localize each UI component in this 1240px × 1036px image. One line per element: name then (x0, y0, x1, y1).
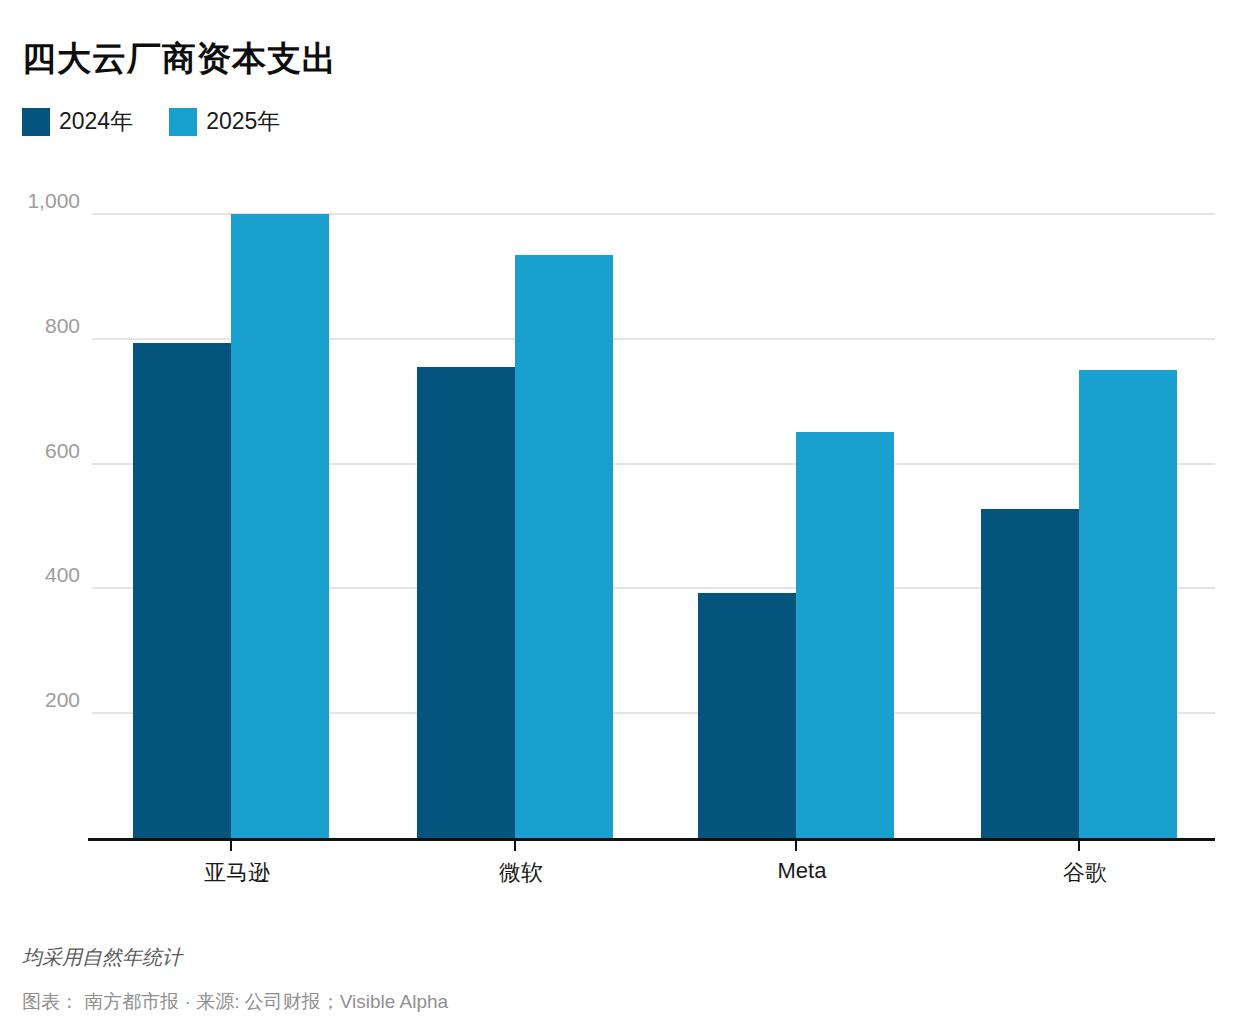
bar-微软-2025年 (515, 255, 613, 838)
y-axis-tick-label: 200 (45, 688, 80, 712)
x-axis-label-亚马逊: 亚马逊 (204, 858, 270, 888)
x-axis-line (88, 838, 1215, 841)
y-axis-tick-label: 800 (45, 314, 80, 338)
chart-page: 四大云厂商资本支出 2024年2025年 2004006008001,000 亚… (0, 0, 1240, 1036)
x-axis-label-谷歌: 谷歌 (1063, 858, 1107, 888)
bar-亚马逊-2024年 (133, 343, 231, 838)
bar-谷歌-2025年 (1079, 370, 1177, 838)
bar-微软-2024年 (417, 367, 515, 838)
chart-credit: 图表： 南方都市报 · 来源: 公司财报；Visible Alpha (22, 989, 448, 1015)
x-axis-tick (230, 841, 232, 851)
bar-Meta-2024年 (698, 593, 796, 838)
bar-Meta-2025年 (796, 432, 894, 838)
bar-chart: 2004006008001,000 亚马逊微软Meta谷歌 (0, 0, 1240, 1036)
bar-亚马逊-2025年 (231, 214, 329, 838)
x-axis-tick (795, 841, 797, 851)
y-axis-tick-label: 1,000 (27, 189, 80, 213)
chart-footnote: 均采用自然年统计 (22, 944, 182, 971)
x-axis-label-微软: 微软 (499, 858, 543, 888)
x-axis-tick (1078, 841, 1080, 851)
x-axis-tick (514, 841, 516, 851)
bar-谷歌-2024年 (981, 509, 1079, 838)
y-axis-tick-label: 400 (45, 563, 80, 587)
x-axis-label-Meta: Meta (778, 858, 827, 884)
plot-area: 2004006008001,000 (92, 184, 1215, 838)
y-axis-tick-label: 600 (45, 439, 80, 463)
